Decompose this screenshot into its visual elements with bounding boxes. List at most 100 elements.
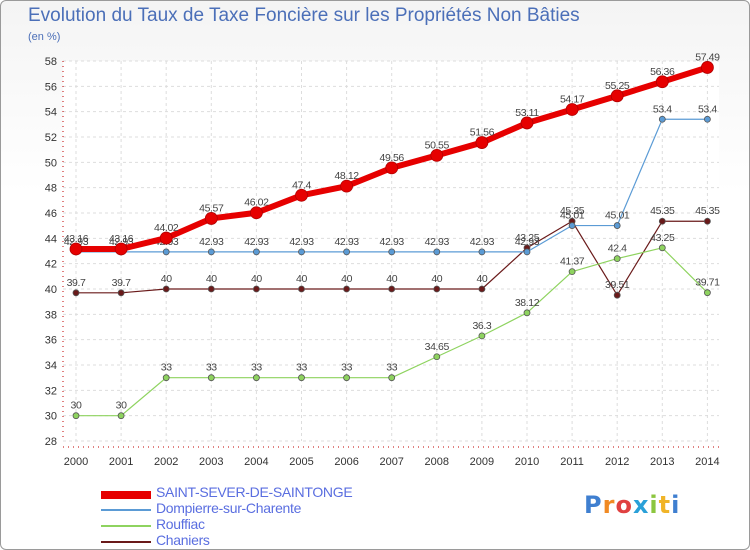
data-point-rouffiac xyxy=(388,374,396,382)
logo-letter: P xyxy=(584,491,603,519)
data-label-dompierre-sur-charente: 42.93 xyxy=(425,236,450,248)
data-point-chaniers xyxy=(658,217,666,225)
x-tick-label: 2011 xyxy=(560,456,584,468)
data-point-rouffiac xyxy=(704,289,711,297)
logo-letter: t xyxy=(658,491,672,519)
data-point-rouffiac xyxy=(568,268,576,276)
data-point-saint-sever-de-saintonge xyxy=(475,136,489,149)
data-point-saint-sever-de-saintonge xyxy=(249,206,263,220)
data-point-chaniers xyxy=(704,217,711,225)
x-tick-label: 2013 xyxy=(650,456,674,468)
data-label-rouffiac: 41.37 xyxy=(560,256,585,268)
legend-swatch xyxy=(101,491,151,499)
data-label-saint-sever-de-saintonge: 43.16 xyxy=(64,233,89,245)
data-label-dompierre-sur-charente: 42.93 xyxy=(244,236,269,248)
data-point-rouffiac xyxy=(343,374,351,382)
y-tick-label: 46 xyxy=(45,208,57,220)
data-label-rouffiac: 33 xyxy=(386,362,397,374)
y-tick-label: 38 xyxy=(45,309,57,321)
data-point-chaniers xyxy=(613,291,621,299)
data-label-rouffiac: 43.25 xyxy=(650,232,675,244)
data-point-chaniers xyxy=(252,285,260,293)
data-point-rouffiac xyxy=(433,353,441,361)
data-label-saint-sever-de-saintonge: 44.02 xyxy=(154,222,179,234)
data-point-chaniers xyxy=(162,285,170,293)
x-tick-label: 2003 xyxy=(199,456,223,468)
data-point-chaniers xyxy=(343,285,351,293)
data-label-rouffiac: 36.3 xyxy=(472,320,491,332)
data-label-chaniers: 39.7 xyxy=(112,277,131,289)
data-label-chaniers: 45.35 xyxy=(695,205,720,217)
data-label-saint-sever-de-saintonge: 55.25 xyxy=(605,80,630,92)
data-point-rouffiac xyxy=(478,332,486,340)
data-point-dompierre-sur-charente xyxy=(388,248,396,256)
x-tick-label: 2007 xyxy=(379,456,403,468)
data-label-chaniers: 45.35 xyxy=(560,205,585,217)
data-label-rouffiac: 39.71 xyxy=(695,277,720,289)
data-label-chaniers: 40 xyxy=(476,273,487,285)
data-point-saint-sever-de-saintonge xyxy=(295,188,308,202)
data-label-saint-sever-de-saintonge: 53.11 xyxy=(515,107,539,119)
logo-letter: o xyxy=(615,491,633,519)
legend-label: Dompierre-sur-Charente xyxy=(156,500,302,516)
y-tick-label: 44 xyxy=(45,233,57,245)
data-point-dompierre-sur-charente xyxy=(252,248,260,256)
x-tick-label: 2014 xyxy=(695,456,719,468)
x-tick-label: 2000 xyxy=(64,456,88,468)
data-point-rouffiac xyxy=(298,374,305,382)
data-label-saint-sever-de-saintonge: 49.56 xyxy=(380,152,405,164)
x-tick-label: 2012 xyxy=(605,456,629,468)
logo-letter: r xyxy=(602,491,616,519)
data-point-saint-sever-de-saintonge xyxy=(385,161,399,175)
data-point-dompierre-sur-charente xyxy=(523,248,531,256)
data-label-rouffiac: 33 xyxy=(341,362,352,374)
data-label-saint-sever-de-saintonge: 48.12 xyxy=(334,170,359,182)
data-label-dompierre-sur-charente: 45.01 xyxy=(560,210,585,222)
data-label-saint-sever-de-saintonge: 46.02 xyxy=(244,197,269,209)
data-label-chaniers: 40 xyxy=(296,273,307,285)
data-point-dompierre-sur-charente xyxy=(343,248,351,256)
data-point-chaniers xyxy=(478,285,486,293)
x-tick-label: 2002 xyxy=(154,456,178,468)
legend-label: Chaniers xyxy=(156,532,210,548)
data-label-chaniers: 40 xyxy=(386,273,397,285)
data-label-saint-sever-de-saintonge: 47.4 xyxy=(292,179,311,191)
data-label-rouffiac: 33 xyxy=(206,362,217,374)
data-label-rouffiac: 33 xyxy=(296,362,307,374)
data-point-rouffiac xyxy=(162,374,170,382)
proxiti-logo: Proxiti xyxy=(584,491,680,519)
data-label-dompierre-sur-charente: 53.4 xyxy=(698,103,717,115)
data-point-saint-sever-de-saintonge xyxy=(204,212,218,225)
x-tick-label: 2005 xyxy=(289,456,313,468)
y-tick-label: 58 xyxy=(45,56,57,68)
chart-unit-label: (en %) xyxy=(28,31,61,43)
x-tick-label: 2001 xyxy=(109,456,133,468)
legend-label: SAINT-SEVER-DE-SAINTONGE xyxy=(156,484,353,500)
legend-swatch xyxy=(101,541,151,543)
data-label-dompierre-sur-charente: 42.93 xyxy=(289,236,314,248)
data-label-rouffiac: 34.65 xyxy=(425,341,450,353)
data-point-chaniers xyxy=(298,285,305,293)
data-point-rouffiac xyxy=(613,255,621,263)
y-tick-label: 28 xyxy=(45,436,57,448)
data-label-saint-sever-de-saintonge: 50.55 xyxy=(425,139,450,151)
data-point-saint-sever-de-saintonge xyxy=(430,148,444,162)
x-tick-label: 2010 xyxy=(515,456,539,468)
data-label-dompierre-sur-charente: 42.93 xyxy=(334,236,359,248)
y-tick-label: 50 xyxy=(45,157,57,169)
data-point-dompierre-sur-charente xyxy=(658,115,666,123)
data-label-rouffiac: 33 xyxy=(251,362,262,374)
data-point-dompierre-sur-charente xyxy=(704,115,711,123)
y-tick-label: 56 xyxy=(45,81,57,93)
data-label-rouffiac: 30 xyxy=(116,400,127,412)
data-point-saint-sever-de-saintonge xyxy=(655,75,669,89)
data-label-chaniers: 39.7 xyxy=(67,277,86,289)
x-tick-label: 2009 xyxy=(470,456,494,468)
y-tick-label: 32 xyxy=(45,385,57,397)
data-label-dompierre-sur-charente: 45.01 xyxy=(605,210,630,222)
data-point-rouffiac xyxy=(72,412,80,420)
data-point-saint-sever-de-saintonge xyxy=(610,89,624,103)
data-point-dompierre-sur-charente xyxy=(298,248,305,256)
data-point-rouffiac xyxy=(207,374,215,382)
